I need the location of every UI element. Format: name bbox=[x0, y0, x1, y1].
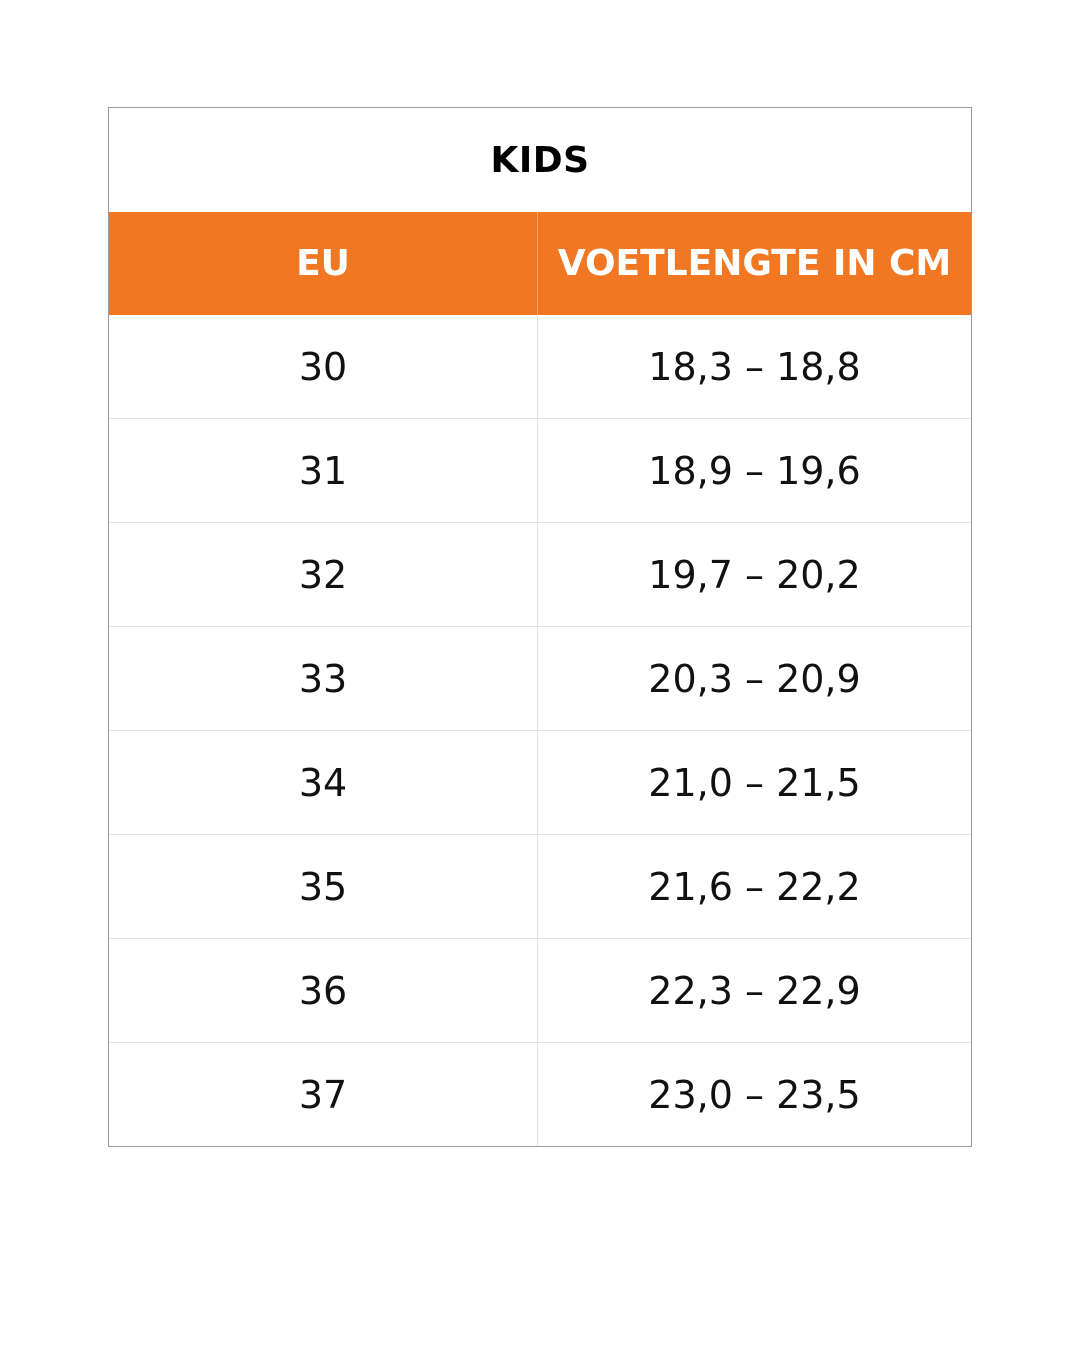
eu-size-cell: 31 bbox=[298, 448, 348, 493]
table-row: 36 22,3 – 22,9 bbox=[109, 938, 971, 1042]
eu-size-cell: 32 bbox=[298, 552, 348, 597]
foot-length-cell: 21,0 – 21,5 bbox=[537, 731, 971, 834]
table-row: 33 20,3 – 20,9 bbox=[109, 626, 971, 730]
header-eu: EU bbox=[296, 243, 350, 284]
table-row: 37 23,0 – 23,5 bbox=[109, 1042, 971, 1146]
foot-length-cell: 23,0 – 23,5 bbox=[537, 1043, 971, 1146]
eu-size-cell: 30 bbox=[298, 344, 348, 389]
foot-length-cell: 18,9 – 19,6 bbox=[537, 419, 971, 522]
table-row: 32 19,7 – 20,2 bbox=[109, 522, 971, 626]
eu-size-cell: 35 bbox=[298, 864, 348, 909]
size-chart-table: KIDS EU VOETLENGTE IN CM 30 18,3 – 18,8 … bbox=[108, 107, 972, 1147]
eu-size-cell: 34 bbox=[298, 760, 348, 805]
table-row: 30 18,3 – 18,8 bbox=[109, 315, 971, 418]
table-title: KIDS bbox=[490, 139, 590, 181]
table-body: 30 18,3 – 18,8 31 18,9 – 19,6 32 19,7 – … bbox=[109, 315, 971, 1146]
foot-length-cell: 18,3 – 18,8 bbox=[537, 315, 971, 418]
foot-length-cell: 20,3 – 20,9 bbox=[537, 627, 971, 730]
eu-size-cell: 33 bbox=[298, 656, 348, 701]
table-row: 35 21,6 – 22,2 bbox=[109, 834, 971, 938]
foot-length-cell: 21,6 – 22,2 bbox=[537, 835, 971, 938]
foot-length-cell: 19,7 – 20,2 bbox=[537, 523, 971, 626]
header-foot-length: VOETLENGTE IN CM bbox=[537, 212, 971, 315]
table-row: 31 18,9 – 19,6 bbox=[109, 418, 971, 522]
eu-size-cell: 37 bbox=[298, 1072, 348, 1117]
table-header-row: EU VOETLENGTE IN CM bbox=[109, 212, 971, 315]
eu-size-cell: 36 bbox=[298, 968, 348, 1013]
table-row: 34 21,0 – 21,5 bbox=[109, 730, 971, 834]
foot-length-cell: 22,3 – 22,9 bbox=[537, 939, 971, 1042]
